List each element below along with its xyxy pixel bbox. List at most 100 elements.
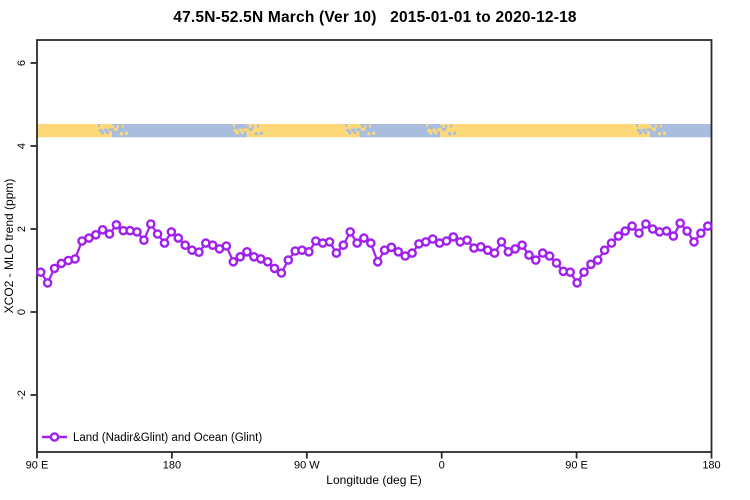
data-point: [70, 254, 80, 264]
data-point: [489, 248, 500, 258]
band-speckle: [103, 128, 108, 132]
data-point: [544, 251, 555, 261]
data-point: [441, 236, 452, 246]
band-speckle: [111, 125, 114, 129]
y-tick-label: 0: [16, 309, 28, 315]
data-point: [159, 238, 170, 248]
y-tick-label: 4: [16, 143, 28, 149]
data-point: [675, 218, 686, 228]
data-point: [49, 263, 60, 274]
data-point: [386, 242, 397, 253]
plot-border: [36, 39, 713, 453]
data-point: [572, 278, 582, 288]
band-speckle: [254, 132, 258, 136]
band-speckle: [663, 131, 667, 135]
x-axis-title: Longitude (deg E): [326, 473, 421, 487]
band-speckle: [429, 131, 433, 135]
data-point: [304, 246, 314, 257]
data-point: [269, 263, 280, 274]
band-speckle: [644, 131, 648, 135]
data-point: [668, 231, 679, 241]
band-speckle: [121, 124, 124, 128]
data-point: [173, 233, 184, 243]
band-speckle: [97, 124, 100, 128]
data-point: [407, 248, 417, 258]
data-point: [696, 228, 706, 238]
band-speckle: [369, 124, 372, 128]
band-segment-land: [37, 124, 112, 138]
data-point: [242, 246, 252, 257]
axis-ticks: 90 E 180 90 W 0 90 E 180 -2 0 2 4 6: [16, 60, 721, 472]
band-speckle: [372, 131, 376, 135]
band-speckle: [100, 131, 104, 135]
data-point: [166, 227, 177, 237]
data-point: [627, 221, 637, 231]
band-speckle: [434, 131, 438, 135]
data-point: [207, 240, 218, 250]
band-speckle: [113, 127, 118, 131]
x-tick-label: 180: [702, 460, 720, 472]
data-point: [393, 246, 404, 257]
band-speckle: [660, 124, 663, 128]
band-speckle: [345, 124, 348, 128]
data-point: [641, 219, 651, 229]
chart-title: 47.5N-52.5N March (Ver 10) 2015-01-01 to…: [173, 9, 577, 26]
data-point: [276, 268, 287, 278]
data-point: [586, 259, 596, 270]
band-speckle: [647, 128, 652, 132]
band-speckle: [259, 131, 263, 135]
band-speckle: [356, 128, 361, 132]
x-tick-label: 90 W: [294, 460, 320, 472]
band-speckle: [448, 132, 452, 136]
data-point: [592, 255, 603, 265]
band-speckle: [238, 128, 243, 132]
band-speckle: [108, 128, 113, 132]
y-tick-label: 6: [16, 60, 28, 66]
band-speckle: [642, 128, 647, 132]
x-tick-label: 0: [439, 460, 445, 472]
data-point: [661, 226, 672, 236]
data-point: [152, 229, 163, 239]
band-speckle: [658, 132, 662, 136]
data-point: [689, 237, 699, 247]
data-point: [111, 219, 122, 230]
band-speckle: [636, 124, 639, 128]
band-segment-land: [440, 124, 651, 138]
data-point: [531, 255, 541, 265]
band-speckle: [119, 132, 123, 136]
band-speckle: [637, 129, 642, 133]
data-point: [510, 244, 521, 254]
data-point: [359, 233, 369, 243]
data-point: [606, 238, 617, 248]
band-speckle: [427, 129, 432, 133]
band-speckle: [367, 132, 371, 136]
band-speckle: [243, 128, 248, 132]
band-speckle: [251, 124, 254, 128]
band-speckle: [426, 124, 429, 128]
data-point: [703, 221, 713, 231]
data-point: [180, 240, 190, 250]
band-speckle: [98, 129, 103, 133]
data-point: [331, 248, 342, 258]
band-speckle: [364, 124, 367, 128]
band-speckle: [440, 125, 443, 129]
data-point: [365, 238, 376, 248]
band-speckle: [351, 128, 356, 132]
band-speckle: [233, 129, 238, 133]
data-point: [338, 240, 349, 250]
band-speckle: [432, 128, 437, 132]
band-speckle: [256, 124, 259, 128]
data-point: [228, 256, 239, 267]
data-point: [35, 267, 46, 278]
band-speckle: [652, 127, 657, 131]
data-point: [579, 267, 589, 278]
band-speckle: [248, 127, 253, 131]
y-axis-title: XCO2 - MLO trend (ppm): [2, 179, 16, 314]
data-point: [324, 237, 335, 247]
data-point: [345, 227, 356, 237]
x-tick-label: 180: [163, 460, 181, 472]
y-tick-label: -2: [16, 390, 28, 400]
data-point: [682, 226, 692, 236]
